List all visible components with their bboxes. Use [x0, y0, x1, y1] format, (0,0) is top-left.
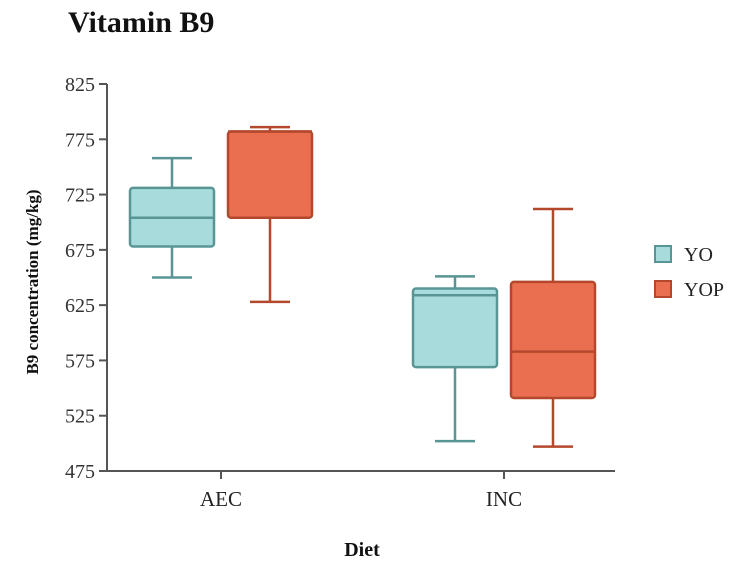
iqr-box: [226, 130, 314, 220]
x-tick-label: INC: [486, 487, 522, 511]
y-tick-label: 825: [65, 74, 95, 96]
y-tick-label: 575: [65, 350, 95, 372]
legend-label-YOP: YOP: [684, 279, 724, 301]
y-tick-label: 775: [65, 129, 95, 151]
iqr-box: [411, 287, 499, 369]
box-YO-AEC: [128, 156, 216, 279]
legend-swatch-YOP: [654, 280, 672, 298]
legend: YO YOP: [654, 244, 724, 301]
legend-swatch-YO: [654, 245, 672, 263]
x-tick-label: AEC: [200, 487, 242, 511]
y-tick-label: 725: [65, 185, 95, 207]
box-YOP-INC: [509, 207, 597, 448]
y-tick-label: 475: [65, 461, 95, 483]
boxes: [128, 125, 597, 448]
iqr-box: [509, 280, 597, 400]
y-tick-label: 525: [65, 406, 95, 428]
chart-title: Vitamin B9: [68, 6, 214, 39]
box-YO-INC: [411, 275, 499, 443]
y-tick-label: 675: [65, 240, 95, 262]
y-axis-label: B9 concentration (mg/kg): [23, 189, 42, 374]
x-categories: AEC INC: [200, 471, 522, 511]
x-axis-label: Diet: [344, 539, 380, 561]
y-tick-label: 625: [65, 295, 95, 317]
box-YOP-AEC: [226, 125, 314, 304]
y-ticks: 475 525 575 625 675 725 775 825: [65, 74, 107, 483]
legend-label-YO: YO: [684, 244, 713, 266]
